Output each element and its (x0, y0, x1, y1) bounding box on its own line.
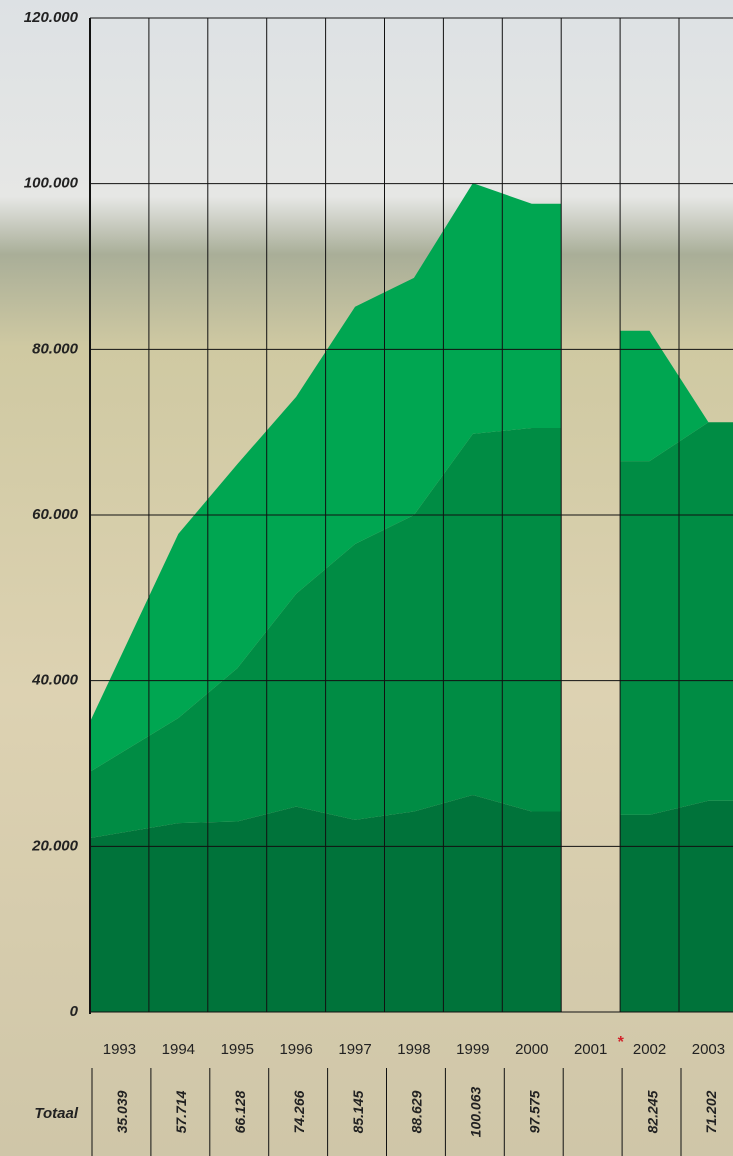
x-tick-label: 1998 (397, 1041, 430, 1058)
x-tick-label: 1999 (456, 1041, 489, 1058)
y-tick-label: 100.000 (24, 175, 79, 192)
area (620, 801, 733, 1012)
total-value: 71.202 (703, 1090, 719, 1133)
x-tick-label: 1995 (221, 1041, 254, 1058)
x-tick-label: 1993 (103, 1041, 136, 1058)
x-tick-label: 1997 (338, 1041, 371, 1058)
annotation: * (618, 1034, 625, 1051)
y-tick-label: 120.000 (24, 9, 79, 26)
y-tick-label: 20.000 (31, 837, 79, 854)
total-value: 57.714 (173, 1090, 189, 1133)
total-value: 97.575 (526, 1090, 542, 1133)
x-tick-label: 2003 (692, 1041, 725, 1058)
total-value: 66.128 (232, 1090, 248, 1133)
total-value: 88.629 (409, 1090, 425, 1133)
x-tick-label: 1996 (279, 1041, 312, 1058)
y-tick-label: 60.000 (32, 506, 79, 523)
x-tick-label: 1994 (162, 1041, 195, 1058)
x-tick-label: 2002 (633, 1041, 666, 1058)
total-value: 100.063 (468, 1086, 484, 1137)
total-value: 82.245 (644, 1090, 660, 1133)
totals-label: Totaal (34, 1105, 78, 1122)
total-value: 85.145 (350, 1090, 366, 1133)
x-tick-label: 2000 (515, 1041, 548, 1058)
chart: 0 20.000 40.000 60.000 80.000 100.000 120.000 1… (0, 0, 733, 1156)
y-tick-label: 40.000 (31, 672, 79, 689)
y-tick-label: 0 (70, 1003, 79, 1020)
total-value: 35.039 (114, 1090, 130, 1133)
y-tick-label: 80.000 (32, 340, 79, 357)
x-tick-label: 2001 (574, 1041, 607, 1058)
total-value: 74.266 (291, 1090, 307, 1133)
area (620, 422, 733, 815)
